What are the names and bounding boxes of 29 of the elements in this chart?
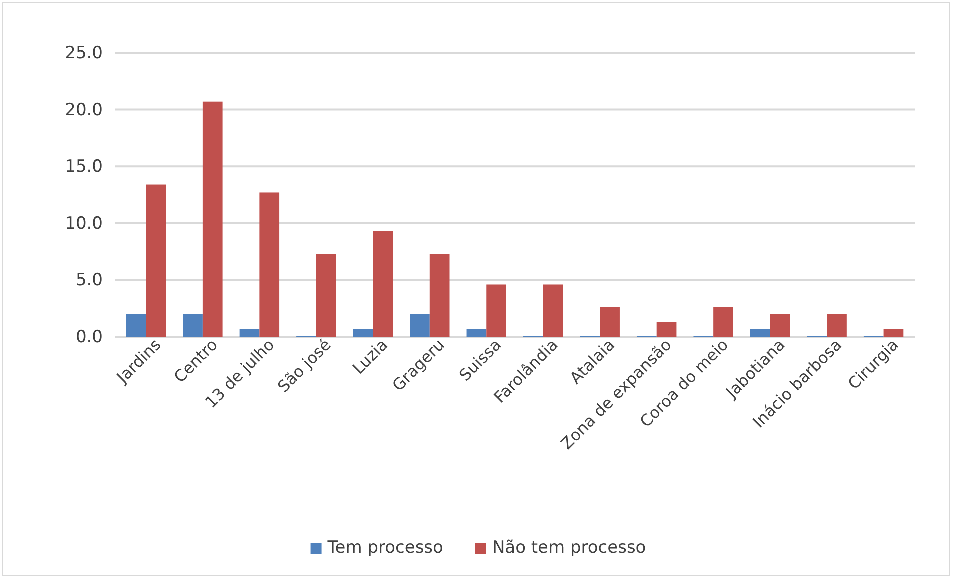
bar	[410, 314, 430, 337]
y-tick-label: 0.0	[76, 327, 103, 348]
bar	[430, 254, 450, 337]
bar	[656, 322, 677, 337]
bar	[714, 307, 734, 337]
y-tick-label: 20.0	[65, 100, 103, 120]
y-tick-label: 15.0	[65, 157, 103, 178]
bar	[750, 329, 770, 337]
bar	[543, 284, 564, 337]
bar	[884, 329, 904, 337]
bar	[600, 307, 620, 337]
bar	[126, 314, 146, 337]
y-tick-label: 25.0	[65, 43, 103, 64]
y-tick-label: 5.0	[76, 270, 103, 291]
bar	[486, 284, 506, 337]
bar	[373, 231, 394, 337]
bar	[183, 314, 203, 337]
legend-label: Tem processo	[326, 538, 444, 558]
bar	[827, 314, 847, 337]
bar	[466, 329, 487, 337]
bar	[240, 329, 260, 337]
bar	[146, 184, 166, 337]
bar	[202, 102, 223, 337]
legend-label: Não tem processo	[492, 538, 646, 558]
bar	[353, 329, 374, 337]
bar	[770, 314, 790, 337]
y-tick-label: 10.0	[65, 214, 103, 234]
bar	[316, 254, 336, 337]
bar	[260, 192, 280, 337]
